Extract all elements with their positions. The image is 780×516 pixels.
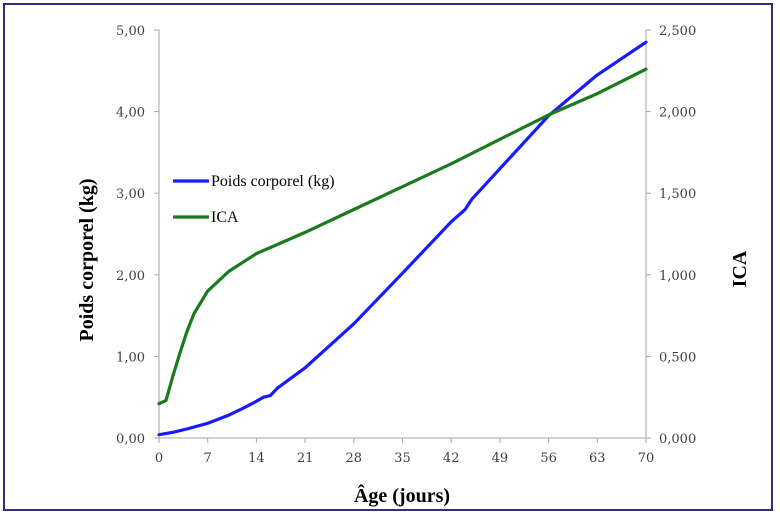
plot-area	[158, 30, 647, 439]
chart-frame: 0 7 14 21 28 35 42 49 56 63 70 0,00 1,00 2,00 3,00 4,0…	[3, 3, 773, 511]
left-y-tick-label: 2,00	[116, 269, 145, 284]
right-y-tick-label: 1,000	[659, 269, 696, 284]
legend: Poids corporel (kg) ICA	[173, 173, 335, 226]
x-tick-label: 42	[443, 451, 460, 466]
x-axis-ticks: 0 7 14 21 28 35 42 49 56 63 70	[155, 438, 654, 466]
x-tick-label: 7	[204, 451, 212, 466]
right-y-tick-label: 0,000	[659, 432, 696, 447]
dual-axis-line-chart: 0 7 14 21 28 35 42 49 56 63 70 0,00 1,00 2,00 3,00 4,0…	[76, 24, 751, 507]
series-line-ica	[157, 67, 648, 406]
right-y-tick-label: 0,500	[659, 350, 696, 365]
x-tick-label: 63	[589, 451, 606, 466]
x-tick-label: 49	[492, 451, 509, 466]
x-tick-label: 35	[394, 451, 411, 466]
left-y-axis-ticks: 0,00 1,00 2,00 3,00 4,00 5,00	[116, 24, 159, 447]
left-y-axis-title: Poids corporel (kg)	[76, 179, 98, 342]
right-y-axis-ticks: 0,000 0,500 1,000 1,500 2,000 2,500	[646, 24, 696, 447]
series-line-poids-corporel	[157, 40, 648, 437]
right-y-tick-label: 2,000	[659, 106, 696, 121]
x-axis-title: Âge (jours)	[354, 483, 450, 507]
left-y-tick-label: 4,00	[116, 106, 145, 121]
x-tick-label: 0	[155, 451, 163, 466]
x-tick-label: 21	[297, 451, 314, 466]
left-y-tick-label: 0,00	[116, 432, 145, 447]
series-layer	[157, 40, 648, 437]
left-y-tick-label: 1,00	[116, 350, 145, 365]
x-tick-label: 56	[540, 451, 557, 466]
right-y-tick-label: 1,500	[659, 187, 696, 202]
x-tick-label: 70	[638, 451, 655, 466]
right-y-axis-title: ICA	[729, 250, 751, 287]
legend-label-ica: ICA	[211, 209, 239, 226]
x-tick-label: 14	[248, 451, 265, 466]
left-y-tick-label: 5,00	[116, 24, 145, 39]
left-y-tick-label: 3,00	[116, 187, 145, 202]
right-y-tick-label: 2,500	[659, 24, 696, 39]
legend-label-poids-corporel: Poids corporel (kg)	[211, 173, 335, 190]
x-tick-label: 28	[346, 451, 363, 466]
